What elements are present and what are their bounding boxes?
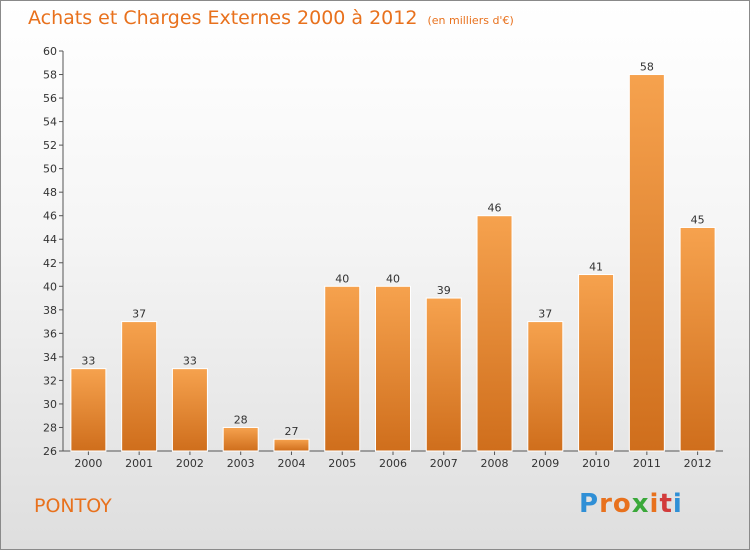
logo-letter: r	[599, 489, 613, 519]
data-label-2004: 27	[284, 425, 298, 438]
data-label-2009: 37	[538, 308, 552, 321]
y-tick-label: 54	[43, 116, 57, 129]
logo-letter: i	[649, 489, 660, 519]
x-tick-label-2010: 2010	[582, 457, 610, 470]
x-tick-label-2008: 2008	[481, 457, 509, 470]
x-tick-label-2000: 2000	[74, 457, 102, 470]
bar-2011	[628, 74, 665, 452]
logo-letter: t	[659, 489, 673, 519]
x-tick-label-2012: 2012	[684, 457, 712, 470]
x-tick-label-2004: 2004	[277, 457, 305, 470]
data-label-2000: 33	[81, 355, 95, 368]
bar-2012	[679, 226, 716, 452]
proxiti-logo: Proxiti	[579, 489, 683, 519]
data-label-2012: 45	[691, 213, 705, 226]
data-label-2003: 28	[234, 413, 248, 426]
bar-2004	[273, 438, 310, 452]
data-label-2010: 41	[589, 261, 603, 274]
x-tick-label-2005: 2005	[328, 457, 356, 470]
y-tick-label: 52	[43, 139, 57, 152]
data-label-2001: 37	[132, 308, 146, 321]
bar-2002	[171, 368, 208, 452]
chart-subtitle: (en milliers d'€)	[427, 14, 514, 27]
y-tick-label: 48	[43, 186, 57, 199]
place-name: PONTOY	[34, 495, 112, 517]
y-tick-label: 56	[43, 92, 57, 105]
x-tick-label-2002: 2002	[176, 457, 204, 470]
y-tick-label: 34	[43, 351, 57, 364]
logo-letter: x	[631, 489, 650, 519]
y-tick-label: 58	[43, 69, 57, 82]
data-label-2007: 39	[437, 284, 451, 297]
data-label-2008: 46	[488, 202, 502, 215]
bar-2005	[324, 285, 361, 452]
bar-2006	[375, 285, 411, 452]
y-tick-label: 38	[43, 304, 57, 317]
data-label-2002: 33	[183, 355, 197, 368]
y-tick-label: 36	[43, 327, 57, 340]
data-label-2011: 58	[640, 61, 654, 74]
x-tick-label-2011: 2011	[633, 457, 661, 470]
y-tick-label: 40	[43, 280, 57, 293]
y-tick-label: 26	[43, 445, 57, 458]
x-tick-label-2006: 2006	[379, 457, 407, 470]
chart-title-text: Achats et Charges Externes 2000 à 2012	[28, 7, 418, 29]
bar-2010	[578, 274, 615, 452]
data-label-2006: 40	[386, 272, 400, 285]
y-tick-label: 60	[43, 45, 57, 58]
y-tick-label: 46	[43, 210, 57, 223]
bar-2003	[222, 426, 259, 452]
x-tick-label-2009: 2009	[531, 457, 559, 470]
x-tick-label-2007: 2007	[430, 457, 458, 470]
y-tick-label: 50	[43, 163, 57, 176]
y-tick-label: 30	[43, 398, 57, 411]
data-label-2005: 40	[335, 272, 349, 285]
y-tick-label: 44	[43, 233, 57, 246]
logo-letter: P	[579, 489, 600, 519]
y-tick-label: 42	[43, 257, 57, 270]
bar-2009	[527, 321, 564, 452]
x-tick-label-2001: 2001	[125, 457, 153, 470]
logo-letter: i	[672, 489, 683, 519]
bar-2008	[476, 215, 513, 452]
y-tick-label: 28	[43, 421, 57, 434]
bar-2007	[425, 297, 462, 452]
x-tick-label-2003: 2003	[227, 457, 255, 470]
logo-letter: o	[612, 489, 632, 519]
bar-2000	[70, 368, 107, 452]
chart-title: Achats et Charges Externes 2000 à 2012 (e…	[28, 7, 514, 29]
bar-2001	[121, 321, 158, 452]
y-tick-label: 32	[43, 374, 57, 387]
